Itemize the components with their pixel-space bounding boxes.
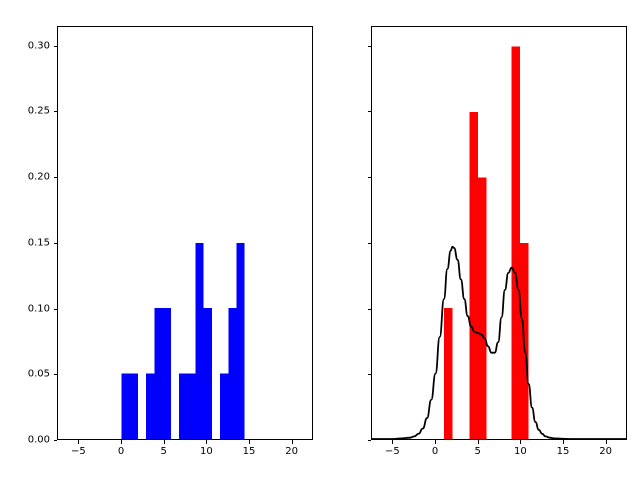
- ytick-mark: [53, 309, 57, 310]
- histogram-bar: [443, 308, 453, 439]
- ytick-mark: [53, 177, 57, 178]
- histogram-bar: [511, 46, 521, 439]
- ytick-label: 0.25: [27, 105, 50, 117]
- xtick-label: 10: [199, 446, 213, 457]
- histogram-bar: [477, 177, 487, 439]
- xtick-label: 15: [242, 446, 256, 457]
- histogram-bar: [154, 308, 163, 439]
- ytick-mark: [53, 374, 57, 375]
- ytick-mark: [367, 440, 371, 441]
- xtick-label: 5: [160, 446, 167, 457]
- xtick-mark: [392, 440, 393, 444]
- ytick-mark: [367, 46, 371, 47]
- xtick-label: 15: [556, 446, 570, 457]
- ytick-label: 0.15: [27, 237, 50, 249]
- xtick-label: 0: [117, 446, 125, 457]
- ytick-label: 0.05: [27, 368, 50, 380]
- subplot-left-plot-area: [58, 27, 312, 439]
- xtick-label: −5: [384, 446, 400, 457]
- histogram-bar: [146, 373, 155, 439]
- histogram-bar: [203, 308, 212, 439]
- xtick-mark: [249, 440, 250, 444]
- histogram-bar: [195, 242, 204, 439]
- ytick-mark: [53, 46, 57, 47]
- xtick-label: 20: [285, 446, 299, 457]
- subplot-right-axes: [371, 26, 627, 440]
- subplot-right-bars-and-kde: [372, 46, 626, 439]
- ytick-mark: [367, 177, 371, 178]
- ytick-label: 0.10: [27, 303, 50, 315]
- ytick-mark: [53, 243, 57, 244]
- histogram-bar: [162, 308, 171, 439]
- ytick-label: 0.30: [27, 40, 50, 52]
- histogram-bar: [121, 373, 130, 439]
- histogram-bar: [236, 242, 245, 439]
- xtick-mark: [121, 440, 122, 444]
- xtick-mark: [164, 440, 165, 444]
- xtick-label: −5: [70, 446, 86, 457]
- ytick-mark: [367, 111, 371, 112]
- xtick-label: 5: [474, 446, 481, 457]
- ytick-mark: [53, 111, 57, 112]
- histogram-bar: [220, 373, 229, 439]
- subplot-left-axes: [57, 26, 313, 440]
- histogram-bar: [469, 112, 478, 439]
- xtick-label: 0: [431, 446, 439, 457]
- xtick-label: 10: [513, 446, 527, 457]
- ytick-label: 0.00: [27, 434, 50, 446]
- histogram-bar: [187, 373, 196, 439]
- ytick-mark: [367, 243, 371, 244]
- histogram-bar: [178, 373, 188, 439]
- subplot-left-bars: [121, 242, 245, 439]
- xtick-mark: [520, 440, 521, 444]
- xtick-mark: [435, 440, 436, 444]
- xtick-label: 20: [599, 446, 613, 457]
- ytick-mark: [53, 440, 57, 441]
- subplot-right-plot-area: [372, 27, 626, 439]
- ytick-mark: [367, 374, 371, 375]
- ytick-label: 0.20: [27, 171, 50, 183]
- xtick-mark: [563, 440, 564, 444]
- xtick-mark: [606, 440, 607, 444]
- xtick-mark: [206, 440, 207, 444]
- kde-curve-path: [372, 245, 626, 439]
- histogram-bar: [129, 373, 138, 439]
- ytick-mark: [367, 309, 371, 310]
- xtick-mark: [478, 440, 479, 444]
- histogram-bar: [228, 308, 237, 439]
- xtick-mark: [78, 440, 79, 444]
- xtick-mark: [292, 440, 293, 444]
